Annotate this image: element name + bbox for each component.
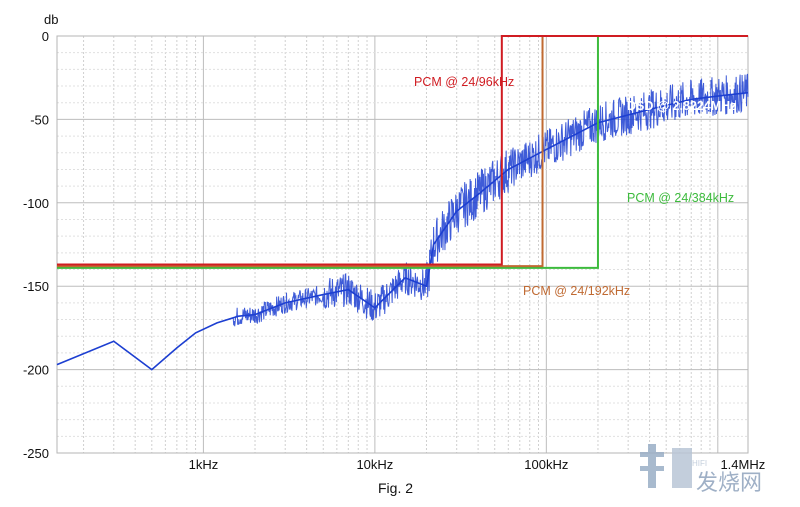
annotation-pcm-96: PCM @ 24/96kHz (414, 75, 514, 89)
y-tick-label: -200 (23, 363, 49, 378)
x-tick-label: 100kHz (524, 457, 568, 472)
series-dsd-noise (56, 73, 749, 371)
series-pcm-192 (57, 35, 748, 268)
series-dsd-envelope (56, 91, 749, 371)
series-layer (56, 35, 749, 371)
y-tick-label: -150 (23, 279, 49, 294)
axis-ticks: 0 -50 -100 -150 -200 -250 1kHz 10kHz 100kHz 1.4MH… (23, 29, 765, 472)
y-tick-label: -100 (23, 196, 49, 211)
x-tick-label: 1kHz (189, 457, 219, 472)
y-tick-label: -250 (23, 446, 49, 461)
series-pcm-96 (57, 35, 748, 266)
series-pcm-384 (57, 35, 748, 269)
x-tick-label: 1.4MHz (720, 457, 765, 472)
figure-caption: Fig. 2 (378, 480, 413, 496)
x-tick-label: 10kHz (356, 457, 393, 472)
annotation-pcm-384: PCM @ 24/384kHz (627, 191, 734, 205)
y-tick-label: -50 (30, 112, 49, 127)
watermark-logo: HIFI 发烧网 (640, 444, 762, 495)
y-axis-label: db (44, 12, 58, 27)
y-tick-label: 0 (42, 29, 49, 44)
watermark-text: 发烧网 (696, 470, 762, 495)
plot-frame (56, 35, 749, 454)
annotation-dsd: DSD @ 2.8224MHz (627, 99, 736, 113)
watermark-small-text: HIFI (692, 459, 707, 468)
annotation-pcm-192: PCM @ 24/192kHz (523, 284, 630, 298)
